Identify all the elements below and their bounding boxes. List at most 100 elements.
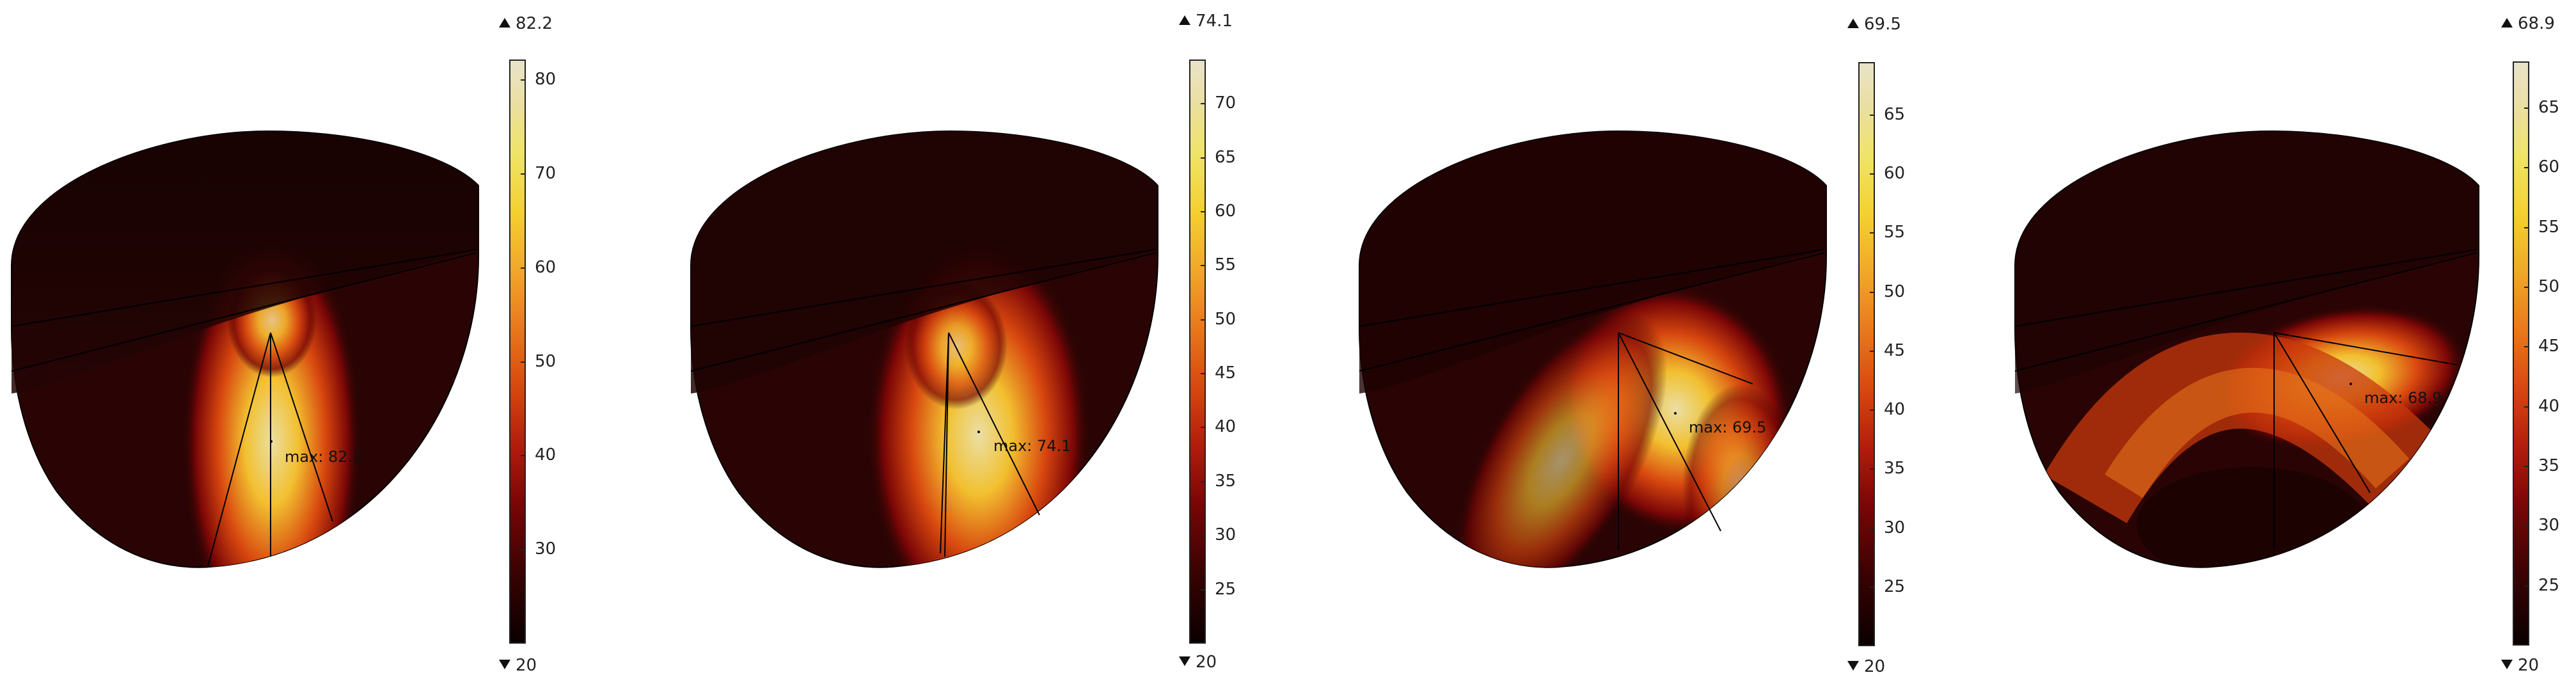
colorbar-tick-label: 40 <box>2538 396 2560 416</box>
colorbar-ticks: 25 30 35 40 45 50 55 60 65 <box>2513 61 2570 646</box>
colorbar-tick <box>521 267 526 269</box>
colorbar-tick <box>521 173 526 175</box>
plot-panel-1: max: 82.2 82.2 20 30 40 50 60 70 80 <box>0 0 644 691</box>
colorbar-tick-label: 35 <box>2538 456 2560 475</box>
max-label: max: 82.2 <box>285 448 363 466</box>
colorbar-min: 20 <box>2501 656 2539 675</box>
colorbar-min-value: 20 <box>2518 656 2540 675</box>
colorbar-tick-label: 30 <box>1884 518 1906 537</box>
colorbar-min-value: 20 <box>516 656 537 675</box>
colorbar-tick <box>521 79 526 81</box>
colorbar-tick-label: 30 <box>535 539 557 559</box>
colorbar-tick-label: 40 <box>1215 417 1237 437</box>
colorbar-tick <box>1201 103 1206 105</box>
colorbar-tick <box>1870 115 1875 116</box>
colorbar-tick <box>1201 157 1206 159</box>
triangle-down-icon <box>499 660 510 669</box>
colorbar-tick-label: 70 <box>1215 93 1237 113</box>
colorbar-ticks: 25 30 35 40 45 50 55 60 65 <box>1858 62 1948 646</box>
colorbar-tick <box>1870 291 1875 293</box>
colorbar-tick <box>1870 409 1875 411</box>
max-point-marker <box>2350 383 2352 385</box>
colorbar-tick-label: 50 <box>2538 276 2560 296</box>
colorbar-tick <box>1201 481 1206 482</box>
colorbar <box>1858 62 1875 646</box>
colorbar-tick-label: 40 <box>1884 400 1906 420</box>
triangle-up-icon <box>1847 19 1859 28</box>
max-label: max: 68.9 <box>2364 389 2442 407</box>
surface-plot-2 <box>690 130 1158 568</box>
colorbar-tick <box>2524 406 2529 408</box>
colorbar-max-value: 69.5 <box>1864 15 1901 34</box>
colorbar-tick <box>1201 210 1206 212</box>
colorbar-ticks: 30 40 50 60 70 80 <box>509 60 599 644</box>
colorbar-tick <box>1870 350 1875 352</box>
colorbar-tick <box>1201 373 1206 375</box>
colorbar-tick-label: 60 <box>2538 157 2560 177</box>
colorbar-min: 20 <box>1847 657 1885 676</box>
colorbar-min: 20 <box>1179 653 1217 672</box>
colorbar-max: 69.5 <box>1847 15 1901 34</box>
colorbar-tick-label: 25 <box>1884 576 1906 596</box>
colorbar-tick <box>1870 586 1875 588</box>
triangle-down-icon <box>1179 656 1190 666</box>
max-label: max: 69.5 <box>1689 418 1767 436</box>
colorbar-tick-label: 50 <box>1215 309 1237 329</box>
colorbar-tick <box>2524 226 2529 228</box>
triangle-up-icon <box>499 18 510 28</box>
colorbar-tick-label: 55 <box>1215 255 1237 275</box>
colorbar-tick <box>1201 535 1206 537</box>
colorbar-tick-label: 45 <box>1215 363 1237 383</box>
colorbar-tick-label: 65 <box>1215 147 1237 167</box>
plot-panel-3: max: 69.5 69.5 20 25 30 35 40 45 50 55 60 65 <box>1350 0 1994 691</box>
colorbar-max-value: 68.9 <box>2518 14 2555 33</box>
colorbar-tick <box>1201 427 1206 429</box>
colorbar-tick-label: 45 <box>2538 337 2560 356</box>
colorbar <box>1189 60 1206 644</box>
colorbar-tick <box>2524 525 2529 527</box>
colorbar-tick-label: 35 <box>1884 459 1906 479</box>
colorbar-tick-label: 35 <box>1215 471 1237 491</box>
plot-panel-4: max: 68.9 68.9 20 25 30 35 40 45 50 55 60 65 <box>2009 0 2576 691</box>
colorbar-max-value: 74.1 <box>1196 12 1233 31</box>
colorbar-tick <box>2524 346 2529 348</box>
colorbar-tick-label: 30 <box>2538 516 2560 536</box>
colorbar <box>509 60 526 644</box>
colorbar-tick <box>2524 107 2529 109</box>
colorbar-tick <box>2524 585 2529 587</box>
colorbar-tick-label: 50 <box>1884 282 1906 301</box>
colorbar-tick <box>2524 286 2529 288</box>
triangle-up-icon <box>1179 15 1190 25</box>
colorbar-min: 20 <box>499 656 537 675</box>
colorbar-tick <box>1870 232 1875 234</box>
colorbar-tick <box>1201 589 1206 591</box>
surface-plot-1 <box>11 130 479 568</box>
triangle-down-icon <box>1847 661 1859 671</box>
colorbar-min-value: 20 <box>1864 657 1886 676</box>
max-point-marker <box>977 431 980 433</box>
colorbar-max: 68.9 <box>2501 14 2555 33</box>
colorbar-tick-label: 55 <box>1884 223 1906 242</box>
colorbar-tick-label: 65 <box>2538 97 2560 117</box>
colorbar-tick-label: 65 <box>1884 105 1906 124</box>
colorbar-tick <box>2524 465 2529 467</box>
colorbar-max: 74.1 <box>1179 12 1233 31</box>
colorbar-tick-label: 60 <box>1215 201 1237 221</box>
colorbar-tick <box>521 455 526 457</box>
colorbar-tick-label: 55 <box>2538 217 2560 237</box>
plot-panel-2: max: 74.1 74.1 20 25 30 35 40 45 50 55 60 65 70 <box>681 0 1325 691</box>
colorbar-tick <box>1870 527 1875 529</box>
surface-plot-3 <box>1359 130 1827 568</box>
triangle-down-icon <box>2501 660 2513 669</box>
colorbar-tick-label: 25 <box>2538 575 2560 595</box>
max-label: max: 74.1 <box>993 437 1071 455</box>
colorbar-tick-label: 25 <box>1215 579 1237 599</box>
colorbar <box>2513 61 2529 646</box>
colorbar-tick <box>521 549 526 551</box>
max-point-marker <box>1674 412 1677 415</box>
colorbar-tick <box>1201 319 1206 321</box>
max-point-marker <box>270 440 273 443</box>
colorbar-max-value: 82.2 <box>516 14 553 33</box>
colorbar-max: 82.2 <box>499 14 553 33</box>
colorbar-tick-label: 50 <box>535 351 557 371</box>
